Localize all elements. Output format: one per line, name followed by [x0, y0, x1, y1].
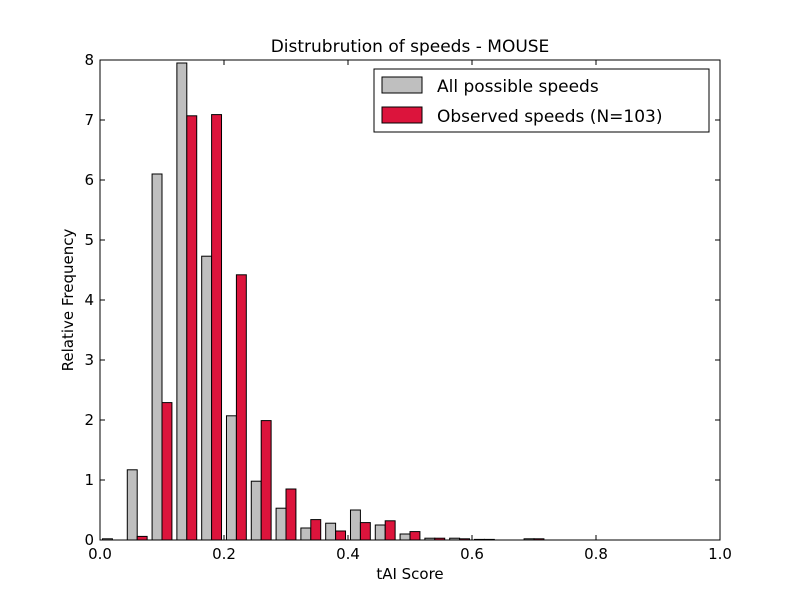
y-tick-label-7: 7	[84, 111, 94, 129]
y-tick-label-1: 1	[84, 471, 94, 489]
bar-observed-speeds-4	[211, 114, 223, 541]
bar-all-speeds-1	[126, 469, 138, 541]
legend-label-observed-speeds: Observed speeds (N=103)	[437, 107, 662, 127]
bar-all-speeds-10	[349, 509, 361, 541]
legend-swatch-all-speeds	[381, 76, 423, 94]
y-tick-label-2: 2	[84, 411, 94, 429]
chart-title: Distrubrution of speeds - MOUSE	[271, 37, 550, 57]
bar-observed-speeds-12	[409, 531, 421, 541]
x-tick-label-2: 0.4	[336, 545, 360, 563]
y-tick-label-0: 0	[84, 531, 94, 549]
bar-all-speeds-8	[300, 527, 312, 541]
y-tick-label-8: 8	[84, 51, 94, 69]
x-tick-label-4: 0.8	[584, 545, 608, 563]
legend-swatch-observed-speeds	[381, 106, 423, 124]
x-tick-label-1: 0.2	[212, 545, 236, 563]
bar-observed-speeds-1	[136, 535, 148, 541]
bar-all-speeds-6	[250, 480, 262, 541]
y-axis-label: Relative Frequency	[59, 229, 77, 372]
bar-observed-speeds-2	[161, 402, 173, 541]
bar-all-speeds-12	[399, 533, 411, 541]
x-tick-label-0: 0.0	[88, 545, 112, 563]
bar-all-speeds-3	[176, 62, 188, 541]
legend-label-all-speeds: All possible speeds	[437, 77, 599, 97]
x-tick-label-3: 0.6	[460, 545, 484, 563]
bar-observed-speeds-5	[235, 274, 247, 541]
y-tick-label-4: 4	[84, 291, 94, 309]
bar-all-speeds-2	[151, 173, 163, 541]
y-tick-label-6: 6	[84, 171, 94, 189]
bars-layer	[101, 62, 545, 541]
bar-observed-speeds-11	[384, 520, 396, 541]
bar-observed-speeds-3	[186, 115, 198, 541]
y-tick-label-5: 5	[84, 231, 94, 249]
bar-all-speeds-4	[201, 255, 213, 541]
bar-observed-speeds-10	[359, 522, 371, 541]
bar-observed-speeds-9	[335, 530, 347, 541]
x-tick-label-5: 1.0	[708, 545, 732, 563]
y-tick-label-3: 3	[84, 351, 94, 369]
legend-box	[373, 68, 710, 133]
bar-observed-speeds-8	[310, 519, 322, 541]
bar-all-speeds-11	[374, 524, 386, 541]
bar-all-speeds-9	[325, 522, 337, 541]
bar-all-speeds-7	[275, 507, 287, 541]
bar-observed-speeds-7	[285, 488, 297, 541]
bar-all-speeds-5	[225, 415, 237, 541]
x-axis-label: tAI Score	[376, 565, 443, 583]
bar-observed-speeds-6	[260, 420, 272, 541]
legend: All possible speeds Observed speeds (N=1…	[373, 68, 710, 133]
axis-ticks: 0.0 0.2 0.4 0.6 0.8 1.0 0 1 2 3 4 5 6 7 8	[84, 51, 731, 563]
